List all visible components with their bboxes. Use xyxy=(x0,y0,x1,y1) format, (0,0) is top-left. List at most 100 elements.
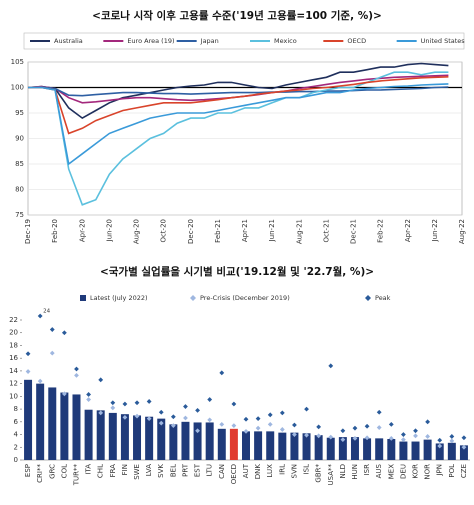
x-tick-label: PRT xyxy=(181,463,189,477)
x-tick-label: Dec-21 xyxy=(350,219,358,244)
x-tick-label: KOR xyxy=(412,464,420,479)
y-tick-label: 105 xyxy=(11,58,24,66)
bar xyxy=(120,414,129,460)
bar xyxy=(242,431,250,460)
bar xyxy=(363,438,372,460)
marker xyxy=(183,404,188,409)
marker xyxy=(110,400,116,406)
bar xyxy=(387,439,396,460)
bar xyxy=(290,432,299,460)
x-tick-label: ISR xyxy=(363,464,371,476)
y-tick-label: 8 xyxy=(14,405,18,413)
legend-label: United States xyxy=(421,37,466,45)
x-tick-label: IRL xyxy=(278,464,286,475)
x-tick-label: ISL xyxy=(303,464,311,475)
bar xyxy=(447,442,456,460)
y-tick-label: 100 xyxy=(11,84,24,92)
x-tick-label: Aug-21 xyxy=(295,219,303,244)
series-line xyxy=(27,86,449,97)
legend-label: Peak xyxy=(375,294,391,302)
marker xyxy=(267,412,273,418)
x-tick-label: LUX xyxy=(266,464,274,478)
marker xyxy=(37,313,43,319)
x-tick-label: Dec-20 xyxy=(187,219,195,244)
marker xyxy=(413,428,418,434)
bar xyxy=(375,438,384,460)
marker xyxy=(376,409,382,415)
y-tick-label: 10 xyxy=(9,392,18,400)
y-tick-label: 14 xyxy=(9,367,18,375)
marker xyxy=(437,437,443,443)
x-tick-label: AUT xyxy=(242,463,250,478)
bar xyxy=(96,410,105,460)
x-tick-label: AUS xyxy=(375,463,383,478)
x-tick-label: Aug-20 xyxy=(133,219,141,244)
x-tick-label: HUN xyxy=(351,464,359,480)
marker xyxy=(207,417,213,423)
bar xyxy=(423,439,432,460)
bar xyxy=(72,394,81,460)
x-tick-label: OECD xyxy=(230,464,238,484)
x-tick-label: BEL xyxy=(169,464,177,477)
y-tick-label: 6 xyxy=(14,418,19,426)
x-tick-label: Feb-20 xyxy=(51,219,59,243)
x-tick-label: POL xyxy=(448,464,456,478)
marker xyxy=(231,423,237,429)
marker xyxy=(461,435,467,441)
data-label: 24 xyxy=(43,309,50,315)
marker xyxy=(316,424,322,430)
marker xyxy=(328,363,334,369)
series-line xyxy=(28,71,449,206)
y-tick-label: 18 xyxy=(9,341,18,349)
marker xyxy=(61,330,67,336)
bar xyxy=(193,422,202,460)
legend-label: Japan xyxy=(200,37,219,45)
marker xyxy=(376,425,382,430)
marker xyxy=(158,420,164,426)
bar xyxy=(205,422,214,460)
x-tick-label: SVN xyxy=(290,464,298,478)
x-tick-label: COL xyxy=(60,464,68,478)
bar xyxy=(435,443,444,460)
bar xyxy=(181,421,190,460)
legend-label: OECD xyxy=(347,37,366,45)
legend-label: Mexico xyxy=(274,37,297,45)
x-tick-label: USA** xyxy=(327,464,335,486)
y-tick-label: 90 xyxy=(15,135,24,143)
x-tick-label: ITA xyxy=(85,464,93,475)
marker xyxy=(134,400,140,406)
marker xyxy=(328,434,334,440)
y-tick-label: 22 xyxy=(9,316,18,324)
marker xyxy=(86,392,91,397)
x-tick-label: LVA xyxy=(145,464,153,476)
chart-title: <국가별 실업률을 시기별 비교('19.12월 및 '22.7월, %)> xyxy=(100,265,374,278)
x-tick-label: GBR* xyxy=(315,464,323,483)
x-tick-label: MEX xyxy=(387,464,395,479)
bar xyxy=(326,437,335,460)
y-tick-label: 12 xyxy=(9,380,18,388)
marker xyxy=(170,423,176,429)
marker xyxy=(449,434,455,439)
x-tick-label: EST xyxy=(194,463,202,477)
y-tick-label: 20 xyxy=(9,329,18,337)
legend-box xyxy=(23,32,465,50)
marker xyxy=(279,410,285,416)
marker xyxy=(437,443,443,449)
marker xyxy=(195,407,200,413)
bar xyxy=(217,428,226,460)
marker xyxy=(340,437,346,443)
x-tick-label: Apr-22 xyxy=(404,219,412,242)
marker xyxy=(74,366,79,372)
bar xyxy=(133,415,142,460)
x-tick-label: GRC xyxy=(48,464,56,479)
marker xyxy=(425,419,431,425)
marker xyxy=(388,435,394,441)
marker xyxy=(231,401,237,407)
x-tick-label: LTU xyxy=(206,464,214,476)
y-tick-label: 75 xyxy=(15,211,24,219)
bar xyxy=(145,416,154,460)
marker xyxy=(316,433,322,439)
marker xyxy=(279,427,285,432)
marker xyxy=(134,413,140,419)
